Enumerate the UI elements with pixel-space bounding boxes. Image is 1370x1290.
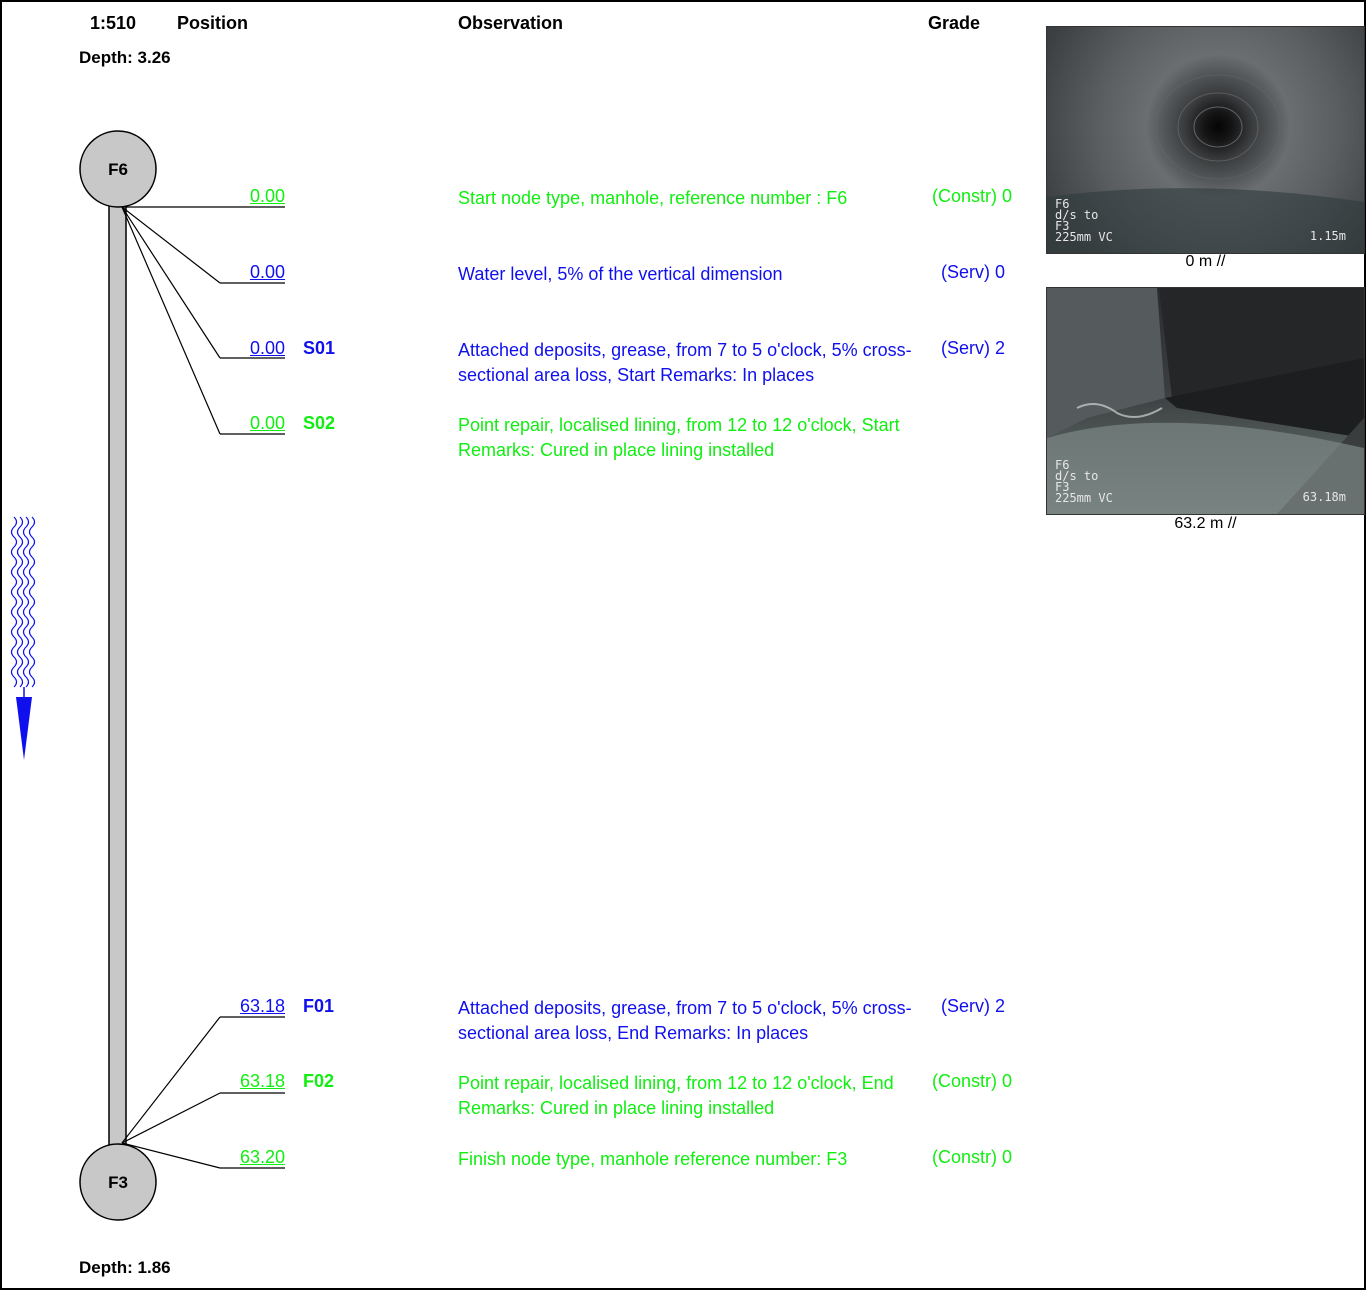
observation-grade: (Serv) 0 xyxy=(941,262,1006,282)
finish-node xyxy=(79,1143,157,1221)
photo-overlay-text: F6 d/s to F3 225mm VC xyxy=(1055,197,1113,244)
finish-node-label: F3 xyxy=(108,1173,128,1192)
depth-top-label: Depth: 3.26 xyxy=(79,48,171,67)
observation-position: 63.18 xyxy=(239,996,285,1016)
observation-grade: (Constr) 0 xyxy=(932,1147,1013,1167)
photo-distance: 63.18m xyxy=(1302,490,1346,504)
observation-code: S01 xyxy=(303,338,336,358)
start-node-label: F6 xyxy=(108,160,128,179)
photo-caption: 63.2 m // xyxy=(1174,515,1237,532)
observation-column-header: Observation xyxy=(458,13,564,33)
leader-line xyxy=(121,1142,221,1169)
pipe-interior-image xyxy=(1047,74,1364,253)
observation-text: Start node type, manhole, reference numb… xyxy=(458,188,848,208)
observation-position: 63.18 xyxy=(239,1071,285,1091)
photo-distance: 1.15m xyxy=(1309,229,1346,243)
observation-grade: (Constr) 0 xyxy=(932,1071,1013,1091)
observation-text: Point repair, localised lining, from 12 … xyxy=(458,415,900,460)
pipe-segment xyxy=(108,199,127,1151)
leader-line xyxy=(121,1092,221,1144)
leader-line xyxy=(121,206,221,359)
position-column-header: Position xyxy=(177,13,248,33)
observation-text: Attached deposits, grease, from 7 to 5 o… xyxy=(458,998,912,1043)
observation-code: S02 xyxy=(303,413,336,433)
leader-line xyxy=(121,1016,221,1144)
observation-text: Water level, 5% of the vertical dimensio… xyxy=(458,264,783,284)
cctv-photo: F6 d/s to F3 225mm VC 63.18m xyxy=(1046,287,1365,515)
cctv-photo: F6 d/s to F3 225mm VC 1.15m xyxy=(1046,26,1365,254)
scale-label: 1:510 xyxy=(90,13,137,33)
depth-bottom-label: Depth: 1.86 xyxy=(79,1258,171,1277)
photo-overlay-text: F6 d/s to F3 225mm VC xyxy=(1055,458,1113,505)
observation-position: 0.00 xyxy=(249,262,285,282)
observation-position: 0.00 xyxy=(249,413,285,433)
observation-text: Attached deposits, grease, from 7 to 5 o… xyxy=(458,340,912,385)
pipe-diagram: F6 F3 xyxy=(10,130,285,1221)
grade-column-header: Grade xyxy=(928,13,981,33)
observation-text: Point repair, localised lining, from 12 … xyxy=(458,1073,894,1118)
leader-line xyxy=(121,206,221,435)
start-node xyxy=(79,130,157,208)
photo-caption: 0 m // xyxy=(1185,253,1226,270)
observation-code: F02 xyxy=(303,1071,335,1091)
leader-line xyxy=(121,206,221,284)
observation-grade: (Constr) 0 xyxy=(932,186,1013,206)
observation-text: Finish node type, manhole reference numb… xyxy=(458,1149,848,1169)
observation-position: 0.00 xyxy=(249,186,285,206)
observation-grade: (Serv) 2 xyxy=(941,338,1006,358)
observation-position: 0.00 xyxy=(249,338,285,358)
flow-direction-icon xyxy=(10,516,36,760)
pipe-joint-image xyxy=(1047,288,1364,514)
observation-position: 63.20 xyxy=(239,1147,285,1167)
observation-code: F01 xyxy=(303,996,335,1016)
observation-grade: (Serv) 2 xyxy=(941,996,1006,1016)
